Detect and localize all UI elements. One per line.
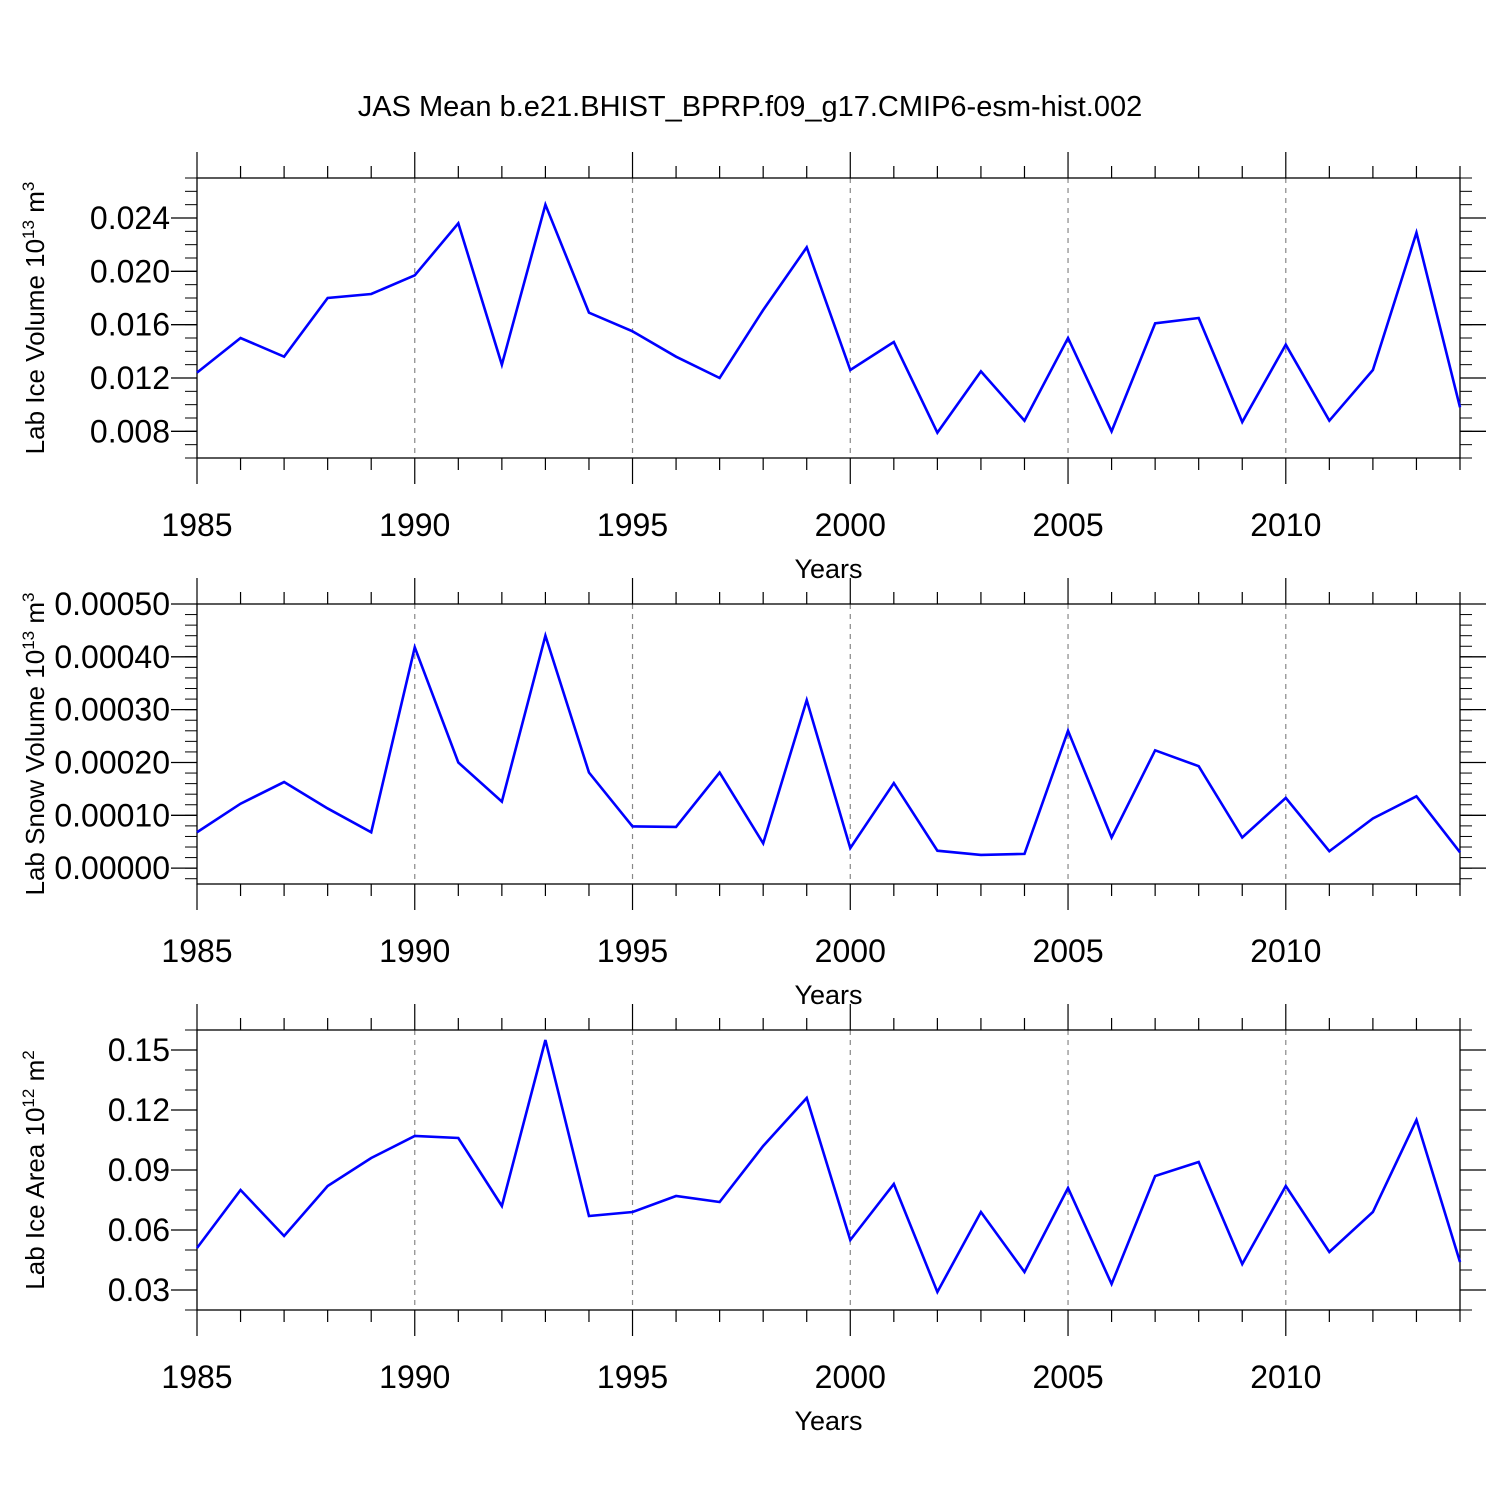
- y-axis-label-part: 3: [19, 182, 38, 191]
- y-tick-label: 0.12: [108, 1092, 170, 1128]
- x-tick-label: 2000: [815, 507, 886, 543]
- y-axis-label-group: Lab Ice Area 1012 m2: [19, 1050, 50, 1289]
- series-line: [196, 631, 1462, 857]
- y-axis-label-group: Lab Snow Volume 1013 m3: [19, 592, 50, 895]
- y-axis-label-part: 2: [19, 1050, 38, 1059]
- x-tick-label: 1990: [379, 933, 450, 969]
- x-tick-label: 1985: [161, 1359, 232, 1395]
- panel-3: 0.03 0.06 0.09 0.12 0.15 1985 1990 1995 2000 2005…: [19, 1004, 1486, 1436]
- x-tick-label: 2005: [1032, 933, 1103, 969]
- y-tick-label: 0.09: [108, 1152, 170, 1188]
- y-axis-label-part: 12: [19, 1089, 38, 1108]
- y-axis-label-part: m: [20, 191, 50, 220]
- x-tick-label: 2010: [1250, 933, 1321, 969]
- y-tick-label: 0.00020: [54, 744, 170, 780]
- y-tick-label: 0.012: [90, 360, 170, 396]
- y-axis-label-group: Lab Ice Volume 1013 m3: [19, 182, 50, 455]
- y-tick-label: 0.024: [90, 200, 170, 236]
- plot-area: [196, 177, 1461, 459]
- y-axis-label: Lab Snow Volume 1013 m3: [19, 592, 50, 895]
- y-axis-label-part: Lab Ice Volume 10: [20, 239, 50, 454]
- series-line: [196, 200, 1462, 436]
- y-tick-label: 0.00050: [54, 586, 170, 622]
- y-axis-label-part: Lab Snow Volume 10: [20, 650, 50, 896]
- x-tick-label: 2005: [1032, 1359, 1103, 1395]
- y-tick-label: 0.00040: [54, 639, 170, 675]
- y-axis-label-part: m: [20, 602, 50, 631]
- y-tick-label: 0.00000: [54, 850, 170, 886]
- x-tick-label: 2005: [1032, 507, 1103, 543]
- plot-area: [196, 603, 1461, 885]
- y-axis-label-part: 13: [19, 631, 38, 650]
- x-tick-label: 1985: [161, 507, 232, 543]
- y-axis-label-part: 13: [19, 220, 38, 239]
- panel-2: 0.00000 0.00010 0.00020 0.00030 0.00040 0.000…: [19, 578, 1486, 1010]
- y-tick-label: 0.016: [90, 307, 170, 343]
- y-axis-label-part: m: [20, 1060, 50, 1089]
- y-tick-label: 0.06: [108, 1212, 170, 1248]
- x-tick-label: 2010: [1250, 507, 1321, 543]
- x-axis-label: Years: [794, 980, 862, 1010]
- x-tick-label: 2010: [1250, 1359, 1321, 1395]
- x-axis-label: Years: [794, 1406, 862, 1436]
- y-axis-label: Lab Ice Area 1012 m2: [19, 1050, 50, 1289]
- chart-panels: 0.008 0.012 0.016 0.020 0.024 1985 1990 1995 200…: [19, 152, 1486, 1436]
- x-tick-label: 1985: [161, 933, 232, 969]
- x-tick-label: 1995: [597, 1359, 668, 1395]
- x-axis-label: Years: [794, 554, 862, 584]
- x-tick-label: 2000: [815, 933, 886, 969]
- y-axis-label: Lab Ice Volume 1013 m3: [19, 182, 50, 455]
- y-axis-label-part: Lab Ice Area 10: [20, 1108, 50, 1290]
- y-axis-label-part: 3: [19, 592, 38, 601]
- y-tick-label: 0.020: [90, 253, 170, 289]
- chart-title: JAS Mean b.e21.BHIST_BPRP.f09_g17.CMIP6-…: [358, 91, 1142, 123]
- x-tick-label: 1990: [379, 507, 450, 543]
- y-tick-label: 0.00010: [54, 797, 170, 833]
- x-tick-label: 1995: [597, 507, 668, 543]
- y-tick-label: 0.00030: [54, 692, 170, 728]
- x-tick-label: 1990: [379, 1359, 450, 1395]
- panel-1: 0.008 0.012 0.016 0.020 0.024 1985 1990 1995 200…: [19, 152, 1486, 584]
- series-line: [195, 1039, 1462, 1296]
- x-tick-label: 2000: [815, 1359, 886, 1395]
- x-tick-label: 1995: [597, 933, 668, 969]
- y-tick-label: 0.15: [108, 1032, 170, 1068]
- y-tick-label: 0.03: [108, 1272, 170, 1308]
- y-tick-label: 0.008: [90, 413, 170, 449]
